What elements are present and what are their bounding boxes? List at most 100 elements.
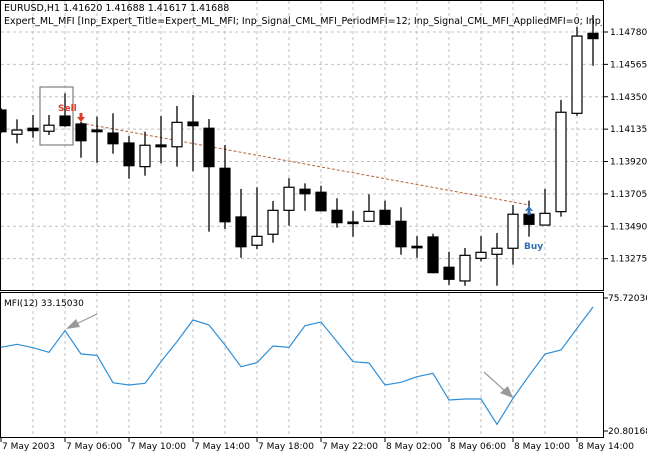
candle bbox=[59, 93, 71, 127]
candle bbox=[75, 121, 87, 158]
candle-body bbox=[107, 132, 119, 145]
candle bbox=[219, 144, 231, 229]
candle-body bbox=[0, 109, 7, 133]
expert-info: Expert_ML_MFI [Inp_Expert_Title=Expert_M… bbox=[4, 16, 602, 27]
buy-arrow-icon bbox=[525, 206, 533, 215]
candle bbox=[155, 116, 167, 164]
candle-body bbox=[363, 210, 375, 222]
mfi-line bbox=[0, 306, 594, 426]
candle bbox=[11, 119, 23, 144]
candle bbox=[427, 233, 439, 274]
candle bbox=[203, 119, 215, 232]
candle bbox=[363, 194, 375, 222]
candle bbox=[123, 136, 135, 179]
candle bbox=[139, 131, 151, 176]
candle-body bbox=[27, 127, 39, 132]
candle bbox=[235, 188, 247, 258]
price-tick-label: 1.14135 bbox=[610, 125, 647, 135]
candle bbox=[43, 114, 55, 136]
time-tick-label: 8 May 10:00 bbox=[514, 442, 570, 452]
signals: Sell Buy bbox=[58, 104, 543, 252]
candle-body bbox=[331, 209, 343, 224]
candle-body bbox=[411, 245, 423, 249]
candle-body bbox=[427, 236, 439, 274]
candle-body bbox=[139, 144, 151, 168]
candle bbox=[379, 200, 391, 225]
candle-body bbox=[43, 124, 55, 132]
mfi-title: MFI(12) 33.15030 bbox=[4, 299, 84, 309]
candle-body bbox=[555, 111, 567, 213]
mfi-axis: 75.72030 20.80168 bbox=[603, 294, 647, 437]
candle-body bbox=[347, 221, 359, 225]
time-axis: 7 May 2003 7 May 06:00 7 May 10:00 7 May 14… bbox=[0, 437, 634, 452]
time-tick-label: 8 May 06:00 bbox=[450, 442, 506, 452]
price-tick-label: 1.13705 bbox=[610, 190, 647, 200]
candle-body bbox=[379, 209, 391, 225]
candle bbox=[91, 116, 103, 163]
candle-body bbox=[459, 254, 471, 282]
candle-body bbox=[507, 213, 519, 249]
candle-body bbox=[315, 191, 327, 212]
buy-label: Buy bbox=[524, 242, 543, 252]
candle-body bbox=[11, 129, 23, 135]
main-panel bbox=[0, 0, 604, 291]
mfi-series-line bbox=[0, 306, 594, 426]
candle bbox=[395, 207, 407, 255]
candle bbox=[267, 200, 279, 243]
candle-body bbox=[235, 216, 247, 248]
candle bbox=[475, 236, 487, 262]
candle-body bbox=[203, 127, 215, 168]
mfi-tick-label: 20.80168 bbox=[608, 427, 647, 437]
price-tick-label: 1.14350 bbox=[610, 93, 647, 103]
candle-body bbox=[187, 121, 199, 127]
candle-body bbox=[171, 121, 183, 148]
candle-body bbox=[267, 209, 279, 235]
candle-body bbox=[251, 235, 263, 246]
symbol-info: EURUSD,H1 1.41620 1.41688 1.41617 1.4168… bbox=[4, 3, 230, 14]
price-tick-label: 1.14565 bbox=[610, 60, 647, 70]
candle bbox=[299, 183, 311, 211]
price-tick-label: 1.13920 bbox=[610, 158, 647, 168]
signal-trend-line bbox=[80, 122, 530, 206]
candle bbox=[411, 236, 423, 258]
pattern-arrow-icon bbox=[66, 313, 98, 329]
candle bbox=[555, 99, 567, 217]
price-tick-label: 1.13490 bbox=[610, 222, 647, 232]
candle bbox=[507, 205, 519, 265]
price-axis: 1.14780 1.14565 1.14350 1.14135 1.13920 1.137… bbox=[603, 28, 647, 265]
candle bbox=[315, 185, 327, 212]
candle bbox=[27, 114, 39, 138]
candle bbox=[251, 187, 263, 250]
candle bbox=[539, 188, 551, 226]
sell-arrow-icon bbox=[77, 113, 85, 122]
mfi-tick-label: 75.72030 bbox=[608, 294, 647, 304]
pattern-arrow-icon bbox=[483, 371, 513, 398]
sell-label: Sell bbox=[58, 104, 77, 114]
candle-body bbox=[395, 220, 407, 248]
time-tick-label: 7 May 06:00 bbox=[66, 442, 122, 452]
candle-body bbox=[571, 35, 583, 114]
time-tick-label: 8 May 02:00 bbox=[386, 442, 442, 452]
candle-body bbox=[283, 186, 295, 211]
candle-body bbox=[539, 212, 551, 226]
candle bbox=[331, 198, 343, 228]
candle bbox=[459, 247, 471, 286]
candle-body bbox=[475, 251, 487, 259]
candle bbox=[171, 105, 183, 167]
candle-body bbox=[59, 115, 71, 127]
candle bbox=[187, 94, 199, 172]
candle-body bbox=[443, 266, 455, 280]
mfi-panel bbox=[0, 292, 604, 438]
candle bbox=[0, 108, 7, 134]
candle-body bbox=[491, 247, 503, 255]
candle bbox=[283, 178, 295, 226]
time-tick-label: 8 May 14:00 bbox=[578, 442, 634, 452]
trend-line bbox=[80, 122, 530, 206]
candle-body bbox=[75, 123, 87, 142]
candle-body bbox=[219, 167, 231, 223]
price-tick-label: 1.14780 bbox=[610, 28, 647, 38]
candle-body bbox=[587, 32, 599, 40]
candle-body bbox=[155, 144, 167, 148]
time-tick-label: 7 May 22:00 bbox=[322, 442, 378, 452]
